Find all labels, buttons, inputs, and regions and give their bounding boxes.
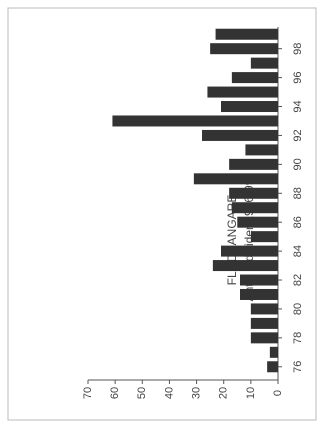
bar xyxy=(250,332,278,344)
bar xyxy=(229,158,278,170)
bar xyxy=(210,43,278,55)
bar xyxy=(245,144,278,156)
bar xyxy=(250,57,278,69)
y-tick-label: 96 xyxy=(292,71,304,83)
bar xyxy=(250,231,278,243)
bar xyxy=(250,317,278,329)
y-tick-label: 98 xyxy=(292,43,304,55)
bar xyxy=(215,28,278,40)
y-tick-label: 86 xyxy=(292,216,304,228)
bar xyxy=(240,288,278,300)
bar xyxy=(231,202,278,214)
y-tick-label: 80 xyxy=(292,303,304,315)
y-tick-label: 76 xyxy=(292,361,304,373)
bar xyxy=(212,260,278,272)
x-tick-label: 60 xyxy=(109,387,121,399)
bar xyxy=(202,129,278,141)
y-tick-label: 90 xyxy=(292,158,304,170)
y-tick-label: 94 xyxy=(292,100,304,112)
x-tick-label: 70 xyxy=(82,387,94,399)
bar xyxy=(240,274,278,286)
bar xyxy=(237,216,278,228)
bar xyxy=(267,361,278,373)
y-tick-label: 92 xyxy=(292,129,304,141)
x-tick-label: 20 xyxy=(218,387,230,399)
y-tick-label: 84 xyxy=(292,245,304,257)
x-tick-label: 50 xyxy=(136,387,148,399)
bar xyxy=(207,86,278,98)
frame xyxy=(7,7,317,421)
x-tick-label: 30 xyxy=(190,387,202,399)
y-tick-label: 88 xyxy=(292,187,304,199)
x-tick-label: 40 xyxy=(163,387,175,399)
bar xyxy=(193,173,278,185)
bar xyxy=(112,115,278,127)
bar xyxy=(250,303,278,315)
bar xyxy=(231,72,278,84)
bar xyxy=(269,346,278,358)
x-tick-label: 0 xyxy=(272,390,284,396)
x-tick-label: 10 xyxy=(245,387,257,399)
bar xyxy=(221,101,278,113)
y-tick-label: 78 xyxy=(292,332,304,344)
bar xyxy=(221,245,278,257)
y-tick-label: 82 xyxy=(292,274,304,286)
bar xyxy=(229,187,278,199)
